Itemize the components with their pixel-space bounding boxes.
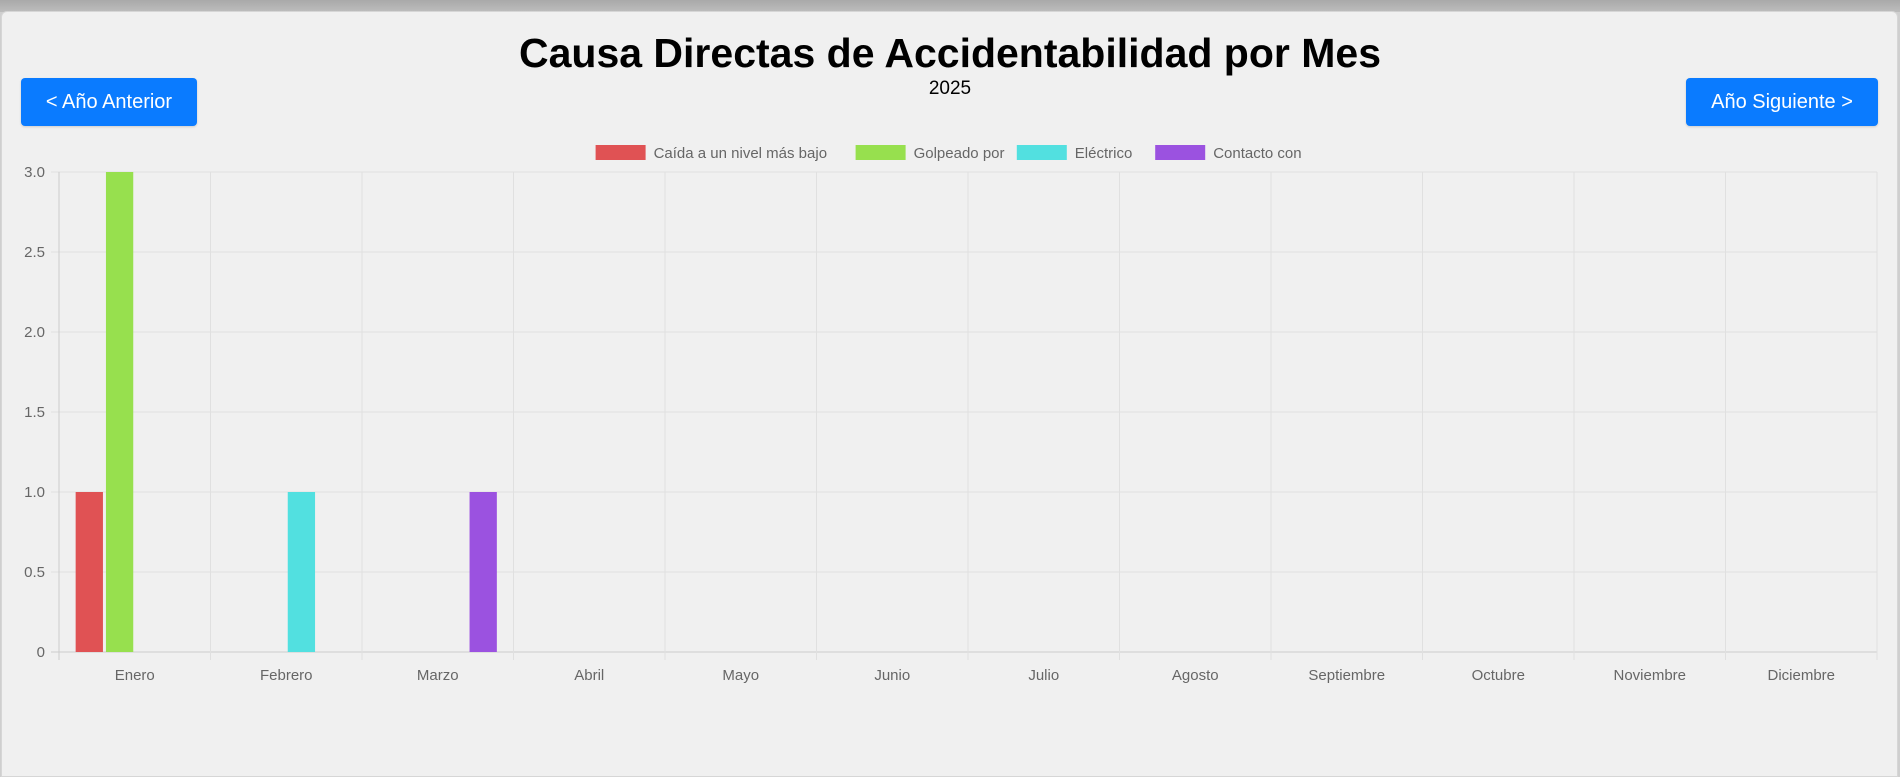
bar-febrero-2[interactable] <box>287 492 316 652</box>
legend-label-2[interactable]: Eléctrico <box>1075 145 1133 162</box>
y-tick-label: 0.5 <box>24 564 45 581</box>
legend-label-1[interactable]: Golpeado por <box>914 145 1005 162</box>
y-tick-label: 2.5 <box>24 244 45 261</box>
y-tick-label: 3.0 <box>24 164 45 181</box>
y-tick-label: 2.0 <box>24 324 45 341</box>
bar-enero-1[interactable] <box>105 172 134 652</box>
bar-enero-0[interactable] <box>75 492 103 652</box>
x-tick-label-junio: Junio <box>874 667 910 684</box>
x-tick-label-octubre: Octubre <box>1472 667 1525 684</box>
chart-title: Causa Directas de Accidentabilidad por M… <box>518 30 1382 76</box>
legend-swatch-1[interactable] <box>855 145 906 160</box>
legend-swatch-2[interactable] <box>1016 145 1067 160</box>
legend-label-3[interactable]: Contacto con <box>1213 145 1301 162</box>
x-tick-label-febrero: Febrero <box>260 667 313 684</box>
chart-panel <box>1 11 1898 777</box>
x-tick-label-septiembre: Septiembre <box>1308 667 1385 684</box>
bar-marzo-3[interactable] <box>469 492 497 652</box>
year-label: 2025 <box>928 78 972 99</box>
y-tick-label: 1.5 <box>24 404 45 421</box>
x-tick-label-diciembre: Diciembre <box>1767 667 1835 684</box>
y-tick-label: 0 <box>37 644 45 661</box>
next-year-button[interactable]: Año Siguiente > <box>1686 78 1878 126</box>
legend-swatch-0[interactable] <box>595 145 646 160</box>
x-tick-label-julio: Julio <box>1028 667 1059 684</box>
x-tick-label-abril: Abril <box>574 667 604 684</box>
previous-year-button[interactable]: < Año Anterior <box>21 78 197 126</box>
legend-swatch-3[interactable] <box>1155 145 1206 160</box>
legend-label-0[interactable]: Caída a un nivel más bajo <box>654 145 827 162</box>
x-tick-label-marzo: Marzo <box>417 667 459 684</box>
x-tick-label-agosto: Agosto <box>1172 667 1219 684</box>
x-tick-label-enero: Enero <box>115 667 155 684</box>
window-top-bar <box>0 0 1900 12</box>
y-tick-label: 1.0 <box>24 484 45 501</box>
x-tick-label-noviembre: Noviembre <box>1613 667 1686 684</box>
x-tick-label-mayo: Mayo <box>722 667 759 684</box>
